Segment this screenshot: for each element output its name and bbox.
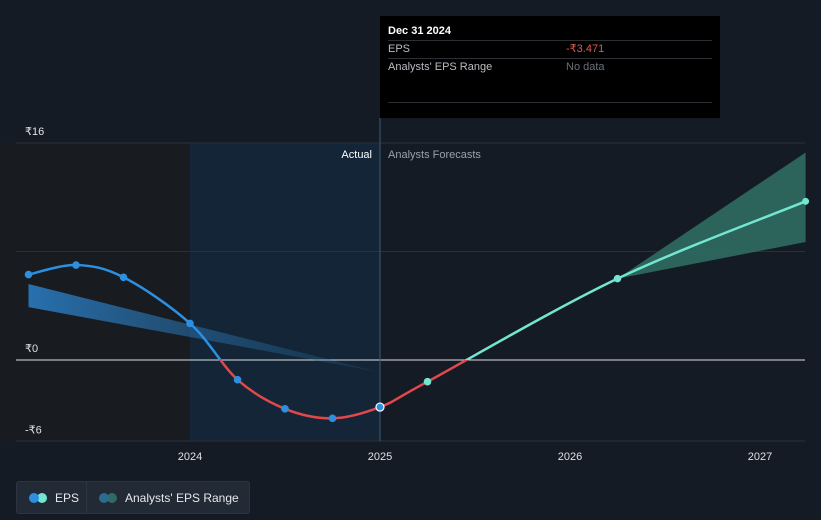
eps-point <box>24 270 33 279</box>
eps-forecast-point <box>802 197 810 205</box>
legend-eps-swatch <box>29 492 51 503</box>
legend-range-dot-forecast <box>107 492 117 503</box>
tooltip-divider <box>388 102 712 103</box>
legend-eps-range[interactable]: Analysts' EPS Range <box>86 481 250 514</box>
actual-region-label: Actual <box>341 149 372 161</box>
tooltip-eps-row: EPS -₹3.471 <box>388 40 712 58</box>
tooltip-eps-value: -₹3.471 <box>566 43 605 55</box>
eps-point <box>72 261 80 269</box>
tooltip-date: Dec 31 2024 <box>388 25 451 37</box>
x-tick-label: 2026 <box>558 451 582 463</box>
eps-forecast-point <box>613 274 622 283</box>
x-tick-label: 2024 <box>178 451 202 463</box>
eps-point <box>119 273 128 282</box>
eps-forecast-point <box>423 377 432 386</box>
legend-range-swatch <box>99 492 121 503</box>
eps-point-selected <box>375 402 385 412</box>
y-tick-label: -₹6 <box>25 424 42 436</box>
legend-eps-dot-actual <box>29 492 39 503</box>
y-tick-label: ₹16 <box>25 126 44 138</box>
forecast-region-label: Analysts Forecasts <box>388 149 481 161</box>
x-tick-label: 2027 <box>748 451 772 463</box>
forecast-analyst-range <box>617 152 806 279</box>
tooltip-range-value: No data <box>566 61 605 73</box>
legend-eps-label: EPS <box>55 490 80 505</box>
eps-line-negative <box>218 360 380 420</box>
tooltip: Dec 31 2024 EPS -₹3.471 Analysts' EPS Ra… <box>380 16 720 118</box>
legend-eps[interactable]: EPS <box>16 481 91 514</box>
y-tick-label: ₹0 <box>25 343 38 355</box>
tooltip-eps-label: EPS <box>388 43 411 55</box>
actual-highlight-area <box>190 143 380 441</box>
past-analyst-range <box>28 284 380 373</box>
legend-range-label: Analysts' EPS Range <box>125 490 239 505</box>
eps-point <box>186 319 194 328</box>
legend-eps-dot-forecast <box>37 492 47 503</box>
eps-forecast-line-positive <box>463 200 807 360</box>
tooltip-range-label: Analysts' EPS Range <box>388 61 493 73</box>
legend-range-dot-past <box>99 492 109 503</box>
eps-point <box>328 414 337 423</box>
x-tick-label: 2025 <box>368 451 392 463</box>
eps-point <box>233 375 242 384</box>
tooltip-range-row: Analysts' EPS Range No data <box>388 58 712 76</box>
eps-point <box>281 405 289 413</box>
